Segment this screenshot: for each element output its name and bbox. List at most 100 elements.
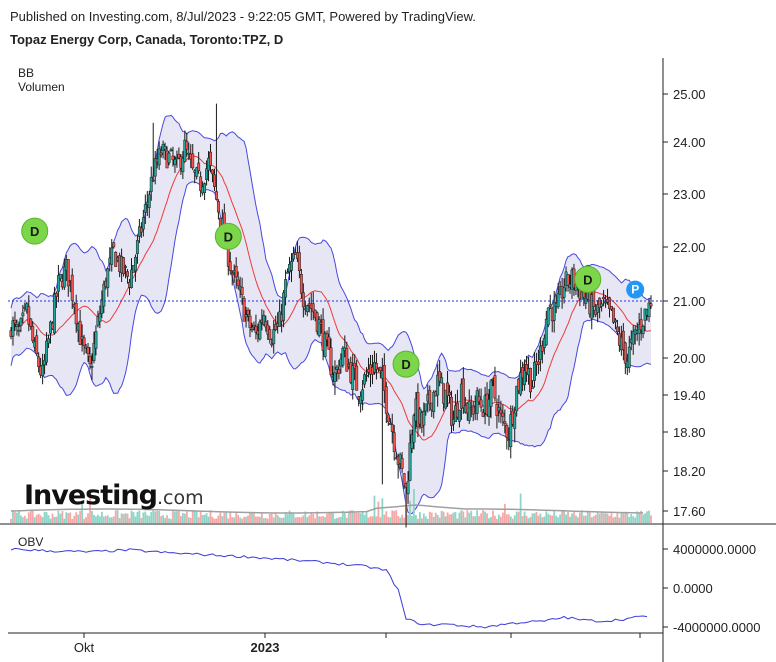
volume-bar <box>563 510 565 523</box>
volume-bar <box>144 511 147 523</box>
x-label-okt: Okt <box>74 640 95 655</box>
price-tick-label: 21.00 <box>673 294 706 309</box>
volume-bar <box>77 514 80 523</box>
volume-bar <box>397 515 400 523</box>
volume-bar <box>154 511 157 523</box>
candle-body <box>185 140 189 150</box>
volume-bar <box>172 510 174 523</box>
volume-bar <box>85 517 87 523</box>
candle-body <box>191 153 195 169</box>
candle-body <box>27 306 31 325</box>
candle-body <box>341 347 345 366</box>
candle-body <box>153 158 157 177</box>
price-tick-label: 23.00 <box>673 187 706 202</box>
volume-bar <box>553 510 556 523</box>
volume-bar <box>648 510 650 523</box>
candle-body <box>284 279 288 298</box>
volume-bar <box>207 516 210 523</box>
candle-body <box>515 385 519 412</box>
dividend-marker-circle <box>214 222 242 250</box>
price-tick-label: 19.40 <box>673 388 706 403</box>
candle-body <box>596 304 600 313</box>
candle-body <box>623 342 627 364</box>
volume-bar <box>614 516 617 523</box>
volume-bar <box>260 513 263 523</box>
volume-bar <box>571 513 573 523</box>
volume-bar <box>351 510 354 523</box>
volume-bar <box>18 510 20 523</box>
candle-body <box>250 328 254 331</box>
volume-bar <box>622 513 625 523</box>
volume-bar <box>387 517 390 523</box>
dividend-marker-label: D <box>583 272 592 287</box>
candle-body <box>143 204 147 213</box>
volume-bar <box>237 514 240 523</box>
volume-bar <box>23 515 26 523</box>
volume-bar <box>395 510 398 523</box>
p-marker-circle <box>626 280 645 299</box>
candle-body <box>167 152 171 164</box>
candle-body <box>211 169 214 175</box>
candle-body <box>173 159 177 165</box>
dividend-marker: D <box>21 217 49 245</box>
volume-bar <box>150 512 153 523</box>
volume-bar <box>166 515 168 523</box>
candle-body <box>299 273 303 294</box>
volume-bar <box>229 511 232 523</box>
candle-body <box>242 298 246 322</box>
volume-bar <box>480 513 483 523</box>
axes: 25.00 24.00 23.00 22.00 21.00 20.00 19.40 18.80… <box>0 58 776 662</box>
volume-bar <box>47 515 50 523</box>
bb-upper-line <box>10 114 652 390</box>
candle-body <box>345 347 349 372</box>
candle-body <box>501 412 505 417</box>
volume-bar <box>462 511 465 523</box>
candle-body <box>133 256 137 272</box>
candle-body <box>205 168 209 180</box>
price-tick-label: 22.00 <box>673 240 706 255</box>
volume-bar <box>413 489 415 523</box>
volume-bar <box>219 512 222 523</box>
volume-bar <box>294 517 297 523</box>
volume-bar <box>539 513 542 523</box>
volume-bar <box>195 511 198 523</box>
indicator-label-bb[interactable]: BB <box>18 66 35 80</box>
obv-pane: 4000000.0000 0.0000 -4000000.0000 Okt 2023 <box>8 542 760 655</box>
volume-bar <box>142 512 145 523</box>
volume-bar <box>310 512 313 523</box>
candle-body <box>598 297 602 309</box>
volume-bar <box>146 515 149 523</box>
volume-bar <box>298 517 301 523</box>
candle-body <box>386 414 390 423</box>
volume-bar <box>501 512 504 523</box>
candle-body <box>384 386 388 414</box>
dividend-marker-label: D <box>224 229 233 244</box>
volume-bar <box>255 516 257 523</box>
candle-body <box>262 314 266 325</box>
volume-bar <box>628 516 631 523</box>
volume-bar <box>73 515 76 523</box>
volume-bar <box>478 516 481 523</box>
candle-body <box>124 266 128 268</box>
volume-bar <box>399 517 402 523</box>
volume-bar <box>112 516 115 523</box>
candle-body <box>505 425 509 438</box>
volume-bar <box>632 516 635 523</box>
volume-bar <box>468 512 471 523</box>
indicator-label-volume[interactable]: Volumen <box>18 80 65 94</box>
volume-bar <box>118 517 121 523</box>
candle-body <box>21 312 25 317</box>
candle-body <box>529 368 532 393</box>
volume-bar <box>604 513 607 523</box>
candle-body <box>66 259 70 287</box>
volume-bar <box>322 516 324 523</box>
volume-bar <box>55 516 58 523</box>
volume-bar <box>120 513 123 523</box>
candle-body <box>297 252 301 272</box>
volume-bar <box>415 515 417 523</box>
volume-bar <box>389 517 392 523</box>
indicator-label-obv[interactable]: OBV <box>18 535 44 549</box>
volume-bar <box>523 511 526 523</box>
published-caption: Published on Investing.com, 8/Jul/2023 -… <box>10 9 476 24</box>
